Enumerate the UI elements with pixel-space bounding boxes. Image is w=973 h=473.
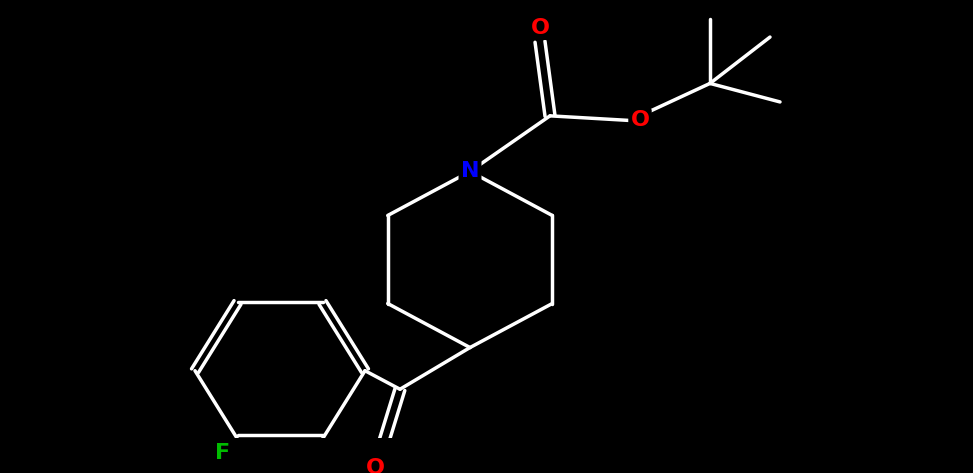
Text: O: O — [366, 458, 384, 473]
Text: O: O — [530, 18, 550, 38]
Text: F: F — [215, 443, 230, 463]
Text: O: O — [631, 111, 650, 131]
Text: N: N — [461, 161, 480, 182]
